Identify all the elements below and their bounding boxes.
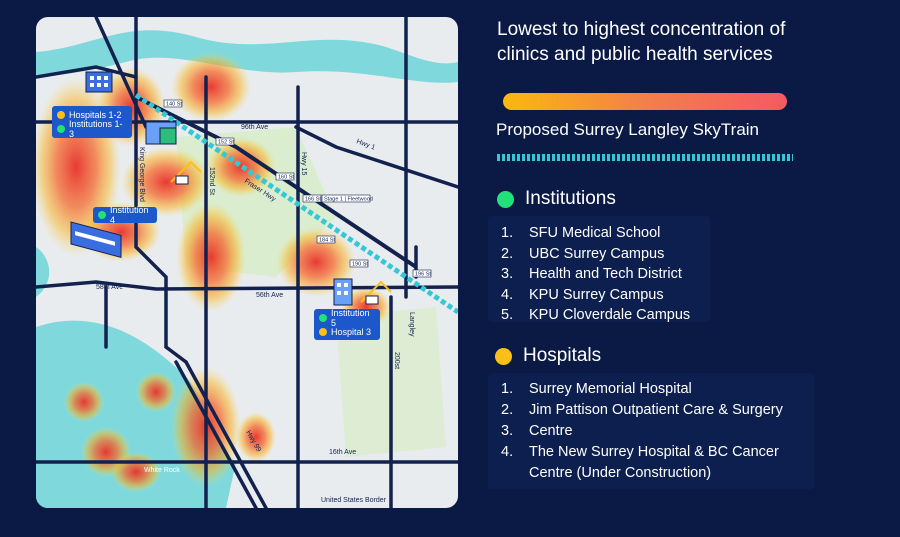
hospital-dot-icon	[495, 347, 512, 365]
hospitals-item-name: Jim Pattison Outpatient Care & Surgery	[529, 402, 783, 418]
hospitals-item-number: 4.	[501, 444, 514, 460]
hospitals-item-number: 1.	[501, 381, 514, 397]
institutions-item: 1. SFU Medical School	[501, 223, 710, 244]
label-hospital-3: Hospital 3	[331, 326, 372, 337]
institutions-item-number: 5.	[501, 307, 514, 323]
hospitals-item-number	[501, 463, 529, 484]
map-label-hospitals-institutions-1[interactable]: Hospitals 1-2 Institutions 1-3	[52, 106, 132, 139]
map-label-institution-5-hospital-3[interactable]: Institution 5 Hospital 3	[314, 307, 380, 340]
building-icon-hospitals	[85, 71, 113, 93]
river	[36, 30, 458, 83]
station-152: 152 St	[218, 140, 234, 146]
road-label-hwy15: Hwy 15	[300, 152, 307, 175]
station-160: 160 St	[278, 175, 294, 181]
hospitals-item-name: Surrey Memorial Hospital	[529, 381, 692, 397]
hospitals-item-name: The New Surrey Hospital & BC Cancer	[529, 444, 779, 460]
station-stage1: Stage 1 | Fleetwood	[324, 197, 373, 203]
station-140: 140 St	[166, 102, 182, 108]
institutions-list: 1. SFU Medical School 2. UBC Surrey Campus 3…	[488, 216, 710, 326]
station-196: 196 St	[415, 272, 431, 278]
fraser-highway	[135, 95, 418, 269]
road-label-16th: 16th Ave	[329, 449, 356, 456]
institution-dot-icon	[319, 313, 327, 322]
heat-spot	[64, 382, 104, 422]
institutions-heading: Institutions	[497, 188, 616, 210]
road	[174, 360, 258, 508]
hospitals-list: 1. Surrey Memorial Hospital 2. Jim Pattison…	[488, 373, 814, 484]
heat-spot	[176, 202, 246, 312]
institutions-item: 3. Health and Tech District	[501, 264, 710, 285]
institutions-item: 4. KPU Surrey Campus	[501, 285, 710, 306]
hospitals-item: 1. Surrey Memorial Hospital	[501, 379, 814, 400]
institutions-item-number: 2.	[501, 245, 514, 262]
hospitals-item: Centre (Under Construction)	[501, 463, 814, 484]
institutions-item-number: 1.	[501, 225, 514, 241]
building-icon-institutions	[145, 121, 177, 145]
hospitals-list-box: 1. Surrey Memorial Hospital 2. Jim Pattison…	[488, 373, 814, 489]
institutions-list-box: 1. SFU Medical School 2. UBC Surrey Campus 3…	[488, 216, 710, 323]
station-190: 190 St	[352, 262, 368, 268]
label-institution-4: Institution 4	[110, 205, 149, 225]
hospital-dot-icon	[319, 327, 327, 336]
road-label-langley: Langley	[408, 312, 415, 337]
institutions-item-number: 4.	[501, 286, 514, 303]
hospitals-item: 4. The New Surrey Hospital & BC Cancer	[501, 442, 814, 463]
skytrain-line	[134, 92, 458, 315]
label-hospitals-1-2: Hospitals 1-2	[69, 110, 122, 120]
hospitals-item-number: 3.	[501, 423, 514, 439]
station-166: 166 St	[305, 197, 321, 203]
concentration-gradient-bar	[503, 93, 787, 110]
building-icon-institution-4	[70, 221, 122, 259]
road-label-56th: 56th Ave	[256, 292, 283, 299]
road-label-152nd: 152nd St	[208, 167, 215, 195]
map-canvas: 96th Ave Hwy 15 Hwy 1 King George Blvd 1…	[36, 17, 458, 508]
map[interactable]: 96th Ave Hwy 15 Hwy 1 King George Blvd 1…	[36, 17, 458, 508]
institutions-item-name: KPU Surrey Campus	[529, 286, 664, 303]
heat-spot	[136, 372, 176, 412]
institution-dot-icon	[497, 190, 514, 208]
institutions-heading-text: Institutions	[525, 188, 616, 209]
hospitals-item-name: Centre	[529, 423, 573, 439]
road	[294, 125, 458, 189]
road-label-58th: 58th Ave	[96, 284, 123, 291]
heat-spot	[236, 412, 276, 462]
road-label-king-george: King George Blvd	[138, 147, 145, 202]
road	[134, 17, 188, 364]
institutions-item-number: 3.	[501, 266, 514, 282]
hospitals-item: 3. Centre	[501, 421, 814, 442]
institutions-item-name: KPU Cloverdale Campus	[529, 307, 691, 323]
heat-spot	[171, 52, 251, 122]
institutions-item-name: Health and Tech District	[529, 266, 682, 282]
label-institution-5: Institution 5	[331, 307, 370, 328]
road-label-border: United States Border	[321, 497, 387, 504]
hospitals-item-name: Centre (Under Construction)	[529, 465, 712, 481]
hospitals-heading-text: Hospitals	[523, 345, 602, 366]
institutions-item: 5. KPU Cloverdale Campus	[501, 305, 710, 326]
hospitals-item: 2. Jim Pattison Outpatient Care & Surgery	[501, 400, 814, 421]
building-icon-institution-5	[333, 278, 353, 306]
road	[184, 360, 268, 508]
construction-crane-icon	[170, 160, 202, 185]
road	[36, 280, 458, 291]
hospital-dot-icon	[57, 111, 65, 119]
construction-crane-icon	[360, 280, 392, 305]
skytrain-label: Proposed Surrey Langley SkyTrain	[496, 120, 760, 139]
skytrain-legend-line	[497, 154, 793, 161]
road-label-white-rock: White Rock	[144, 467, 180, 474]
institutions-item-name: SFU Medical School	[529, 225, 661, 241]
institutions-item: 2. UBC Surrey Campus	[501, 244, 710, 265]
hospitals-item-number: 2.	[501, 402, 514, 418]
hospitals-heading: Hospitals	[495, 345, 601, 367]
map-label-institution-4[interactable]: Institution 4	[93, 205, 157, 225]
institution-dot-icon	[98, 211, 106, 219]
road-label-200st: 200st	[393, 352, 400, 369]
road-network	[36, 17, 458, 508]
road-label-96th: 96th Ave	[241, 124, 268, 131]
label-institutions-1-3: Institutions 1-3	[69, 119, 123, 139]
institutions-item-name: UBC Surrey Campus	[529, 245, 665, 262]
legend-title: Lowest to highest concentration of clini…	[497, 19, 786, 65]
station-184: 184 St	[319, 238, 335, 244]
institution-dot-icon	[57, 125, 65, 133]
road	[36, 65, 138, 79]
